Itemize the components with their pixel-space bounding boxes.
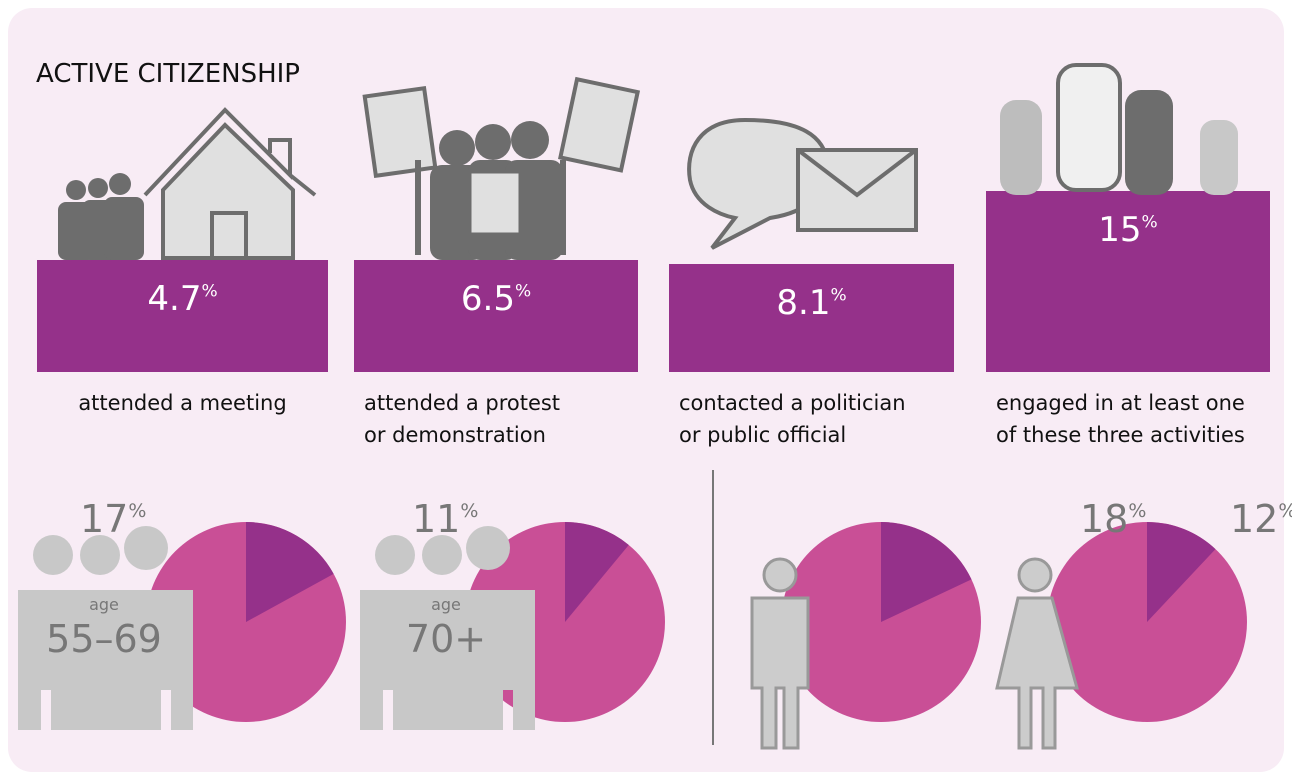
activity-label: of these three activities	[996, 423, 1245, 447]
percent-label: 4.7%	[147, 279, 217, 319]
icon-protest	[362, 76, 641, 260]
activity-box	[986, 191, 1270, 372]
icon-woman	[995, 557, 1079, 750]
head	[80, 535, 120, 575]
pie-slice	[1147, 522, 1216, 622]
percent-sign: %	[201, 281, 217, 301]
icon-hands	[1000, 63, 1238, 195]
activity-label: or public official	[679, 423, 846, 447]
percent-value: 6.5	[461, 279, 515, 319]
percent-sign: %	[128, 500, 146, 522]
percent-sign: %	[830, 285, 846, 305]
percent-label: 17%	[80, 497, 146, 541]
percent-label: 18%	[1080, 497, 1146, 541]
icon-man	[750, 557, 810, 750]
percent-label: 6.5%	[461, 279, 531, 319]
percent-value: 17	[80, 497, 128, 541]
percent-label: 15%	[1098, 210, 1157, 250]
icon-people	[18, 526, 193, 730]
head	[124, 526, 168, 570]
activity-box	[37, 260, 328, 372]
head	[375, 535, 415, 575]
head	[1017, 557, 1053, 593]
percent-value: 12	[1230, 497, 1278, 541]
percent-value: 15	[1098, 210, 1141, 250]
body	[18, 590, 193, 730]
title: ACTIVE CITIZENSHIP	[36, 59, 300, 89]
age-range: 55–69	[46, 617, 162, 661]
age-caption: age	[431, 595, 461, 614]
age-caption: age	[89, 595, 119, 614]
percent-value: 11	[412, 497, 460, 541]
icon-family	[58, 173, 144, 260]
pie-slice	[246, 522, 334, 622]
percent-value: 18	[1080, 497, 1128, 541]
percent-label: 12%	[1230, 497, 1292, 541]
percent-label: 8.1%	[776, 283, 846, 323]
body	[360, 590, 535, 730]
icon-people	[360, 526, 535, 730]
icon-contact	[687, 117, 918, 250]
activity-box	[354, 260, 638, 372]
percent-sign: %	[515, 281, 531, 301]
body	[750, 596, 810, 750]
percent-sign: %	[460, 500, 478, 522]
percent-label: 11%	[412, 497, 478, 541]
head	[422, 535, 462, 575]
percent-sign: %	[1128, 500, 1146, 522]
percent-sign: %	[1142, 212, 1158, 232]
activity-box	[669, 264, 954, 372]
activity-label: contacted a politician	[679, 391, 906, 415]
head	[466, 526, 510, 570]
age-range: 70+	[406, 617, 486, 661]
activity-label: engaged in at least one	[996, 391, 1245, 415]
activity-label: attended a protest	[364, 391, 560, 415]
pie-slice	[565, 522, 629, 622]
percent-sign: %	[1278, 500, 1292, 522]
percent-value: 8.1	[776, 283, 830, 323]
activity-label: or demonstration	[364, 423, 546, 447]
percent-value: 4.7	[147, 279, 201, 319]
head	[762, 557, 798, 593]
head	[33, 535, 73, 575]
activity-label: attended a meeting	[78, 391, 286, 415]
icon-house	[143, 107, 317, 260]
pie-slice	[881, 522, 972, 622]
body	[995, 596, 1079, 750]
